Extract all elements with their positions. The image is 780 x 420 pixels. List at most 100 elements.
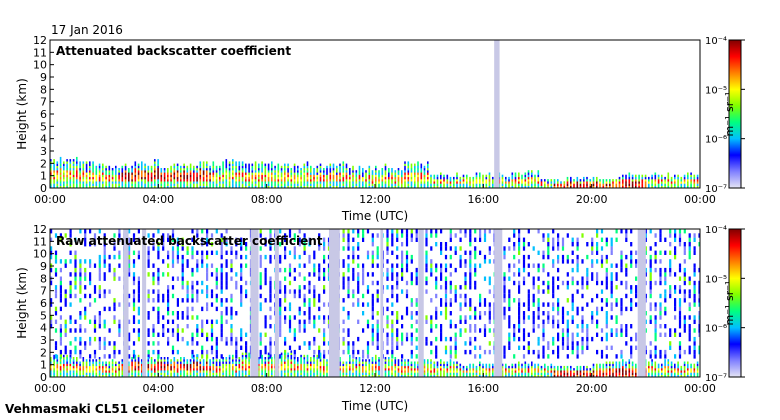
noise-cell — [240, 285, 243, 290]
noise-cell — [391, 336, 394, 342]
noise-cell — [128, 336, 131, 342]
noise-cell — [561, 328, 565, 333]
backscatter-cell — [456, 183, 458, 186]
noise-cell — [610, 289, 613, 294]
backscatter-cell — [124, 168, 127, 171]
noise-cell — [693, 267, 696, 273]
noise-cell — [235, 345, 238, 350]
noise-cell — [483, 324, 487, 329]
noise-cell — [683, 289, 686, 294]
noise-cell — [186, 250, 189, 255]
backscatter-cell — [303, 361, 306, 364]
backscatter-cell — [280, 352, 283, 355]
backscatter-cell — [544, 181, 546, 184]
noise-cell — [401, 229, 404, 234]
backscatter-cell — [173, 170, 176, 173]
backscatter-cell — [251, 179, 254, 182]
backscatter-cell — [430, 176, 432, 180]
noise-cell — [186, 298, 189, 303]
backscatter-cell — [209, 363, 211, 367]
backscatter-cell — [59, 370, 62, 373]
noise-cell — [522, 259, 526, 264]
noise-cell — [605, 229, 608, 230]
backscatter-cell — [482, 174, 484, 178]
noise-cell — [610, 272, 613, 277]
backscatter-cell — [362, 365, 364, 369]
backscatter-cell — [222, 185, 224, 188]
noise-cell — [215, 229, 218, 234]
noise-cell — [230, 341, 233, 346]
backscatter-cell — [505, 183, 507, 186]
backscatter-cell — [69, 185, 72, 188]
backscatter-cell — [131, 365, 133, 369]
backscatter-cell — [401, 179, 403, 182]
noise-cell — [664, 324, 667, 329]
noise-cell — [410, 233, 413, 238]
noise-cell — [542, 349, 545, 355]
backscatter-cell — [63, 181, 65, 184]
backscatter-cell — [50, 361, 52, 364]
noise-cell — [54, 311, 58, 316]
backscatter-cell — [258, 179, 260, 182]
backscatter-cell — [157, 361, 159, 364]
backscatter-cell — [258, 365, 260, 369]
noise-cell — [279, 328, 282, 333]
noise-cell — [201, 349, 204, 355]
noise-cell — [620, 259, 623, 264]
backscatter-cell — [264, 359, 267, 362]
noise-cell — [318, 246, 321, 251]
backscatter-cell — [345, 363, 348, 367]
backscatter-cell — [310, 365, 312, 369]
noise-cell — [561, 319, 565, 324]
backscatter-cell — [306, 172, 309, 175]
backscatter-cell — [297, 365, 299, 369]
noise-cell — [132, 298, 136, 303]
backscatter-cell — [352, 185, 354, 188]
noise-cell — [259, 280, 262, 286]
noise-cell — [264, 254, 267, 260]
backscatter-cell — [264, 368, 267, 371]
noise-cell — [639, 229, 643, 230]
noise-cell — [147, 328, 150, 333]
noise-cell — [518, 242, 521, 247]
y-tick-label: 9 — [40, 71, 47, 84]
backscatter-cell — [170, 372, 172, 375]
noise-cell — [654, 302, 657, 307]
backscatter-cell — [82, 181, 85, 184]
backscatter-cell — [196, 165, 198, 169]
noise-cell — [352, 345, 355, 350]
backscatter-cell — [300, 365, 302, 369]
noise-cell — [669, 272, 672, 277]
backscatter-cell — [300, 368, 302, 371]
backscatter-cell — [108, 179, 111, 182]
backscatter-cell — [284, 185, 286, 188]
noise-cell — [157, 276, 160, 281]
noise-cell — [167, 302, 170, 307]
noise-cell — [118, 302, 121, 307]
noise-cell — [191, 315, 194, 320]
noise-cell — [132, 263, 136, 268]
backscatter-cell — [342, 368, 345, 371]
backscatter-cell — [222, 368, 224, 371]
backscatter-cell — [310, 170, 312, 173]
backscatter-cell — [95, 179, 98, 182]
noise-cell — [362, 349, 365, 355]
noise-cell — [84, 229, 87, 230]
noise-cell — [479, 298, 482, 303]
noise-cell — [425, 289, 428, 294]
backscatter-cell — [488, 181, 491, 184]
backscatter-cell — [254, 165, 257, 169]
backscatter-cell — [319, 165, 322, 169]
backscatter-cell — [326, 170, 328, 173]
noise-cell — [293, 267, 296, 273]
noise-cell — [557, 302, 560, 307]
noise-cell — [210, 263, 214, 268]
noise-cell — [113, 319, 116, 324]
backscatter-cell — [59, 372, 62, 375]
noise-cell — [181, 276, 184, 281]
noise-cell — [547, 354, 550, 359]
backscatter-cell — [339, 368, 341, 371]
backscatter-cell — [206, 185, 208, 188]
backscatter-cell — [319, 183, 322, 186]
noise-cell — [89, 341, 92, 346]
